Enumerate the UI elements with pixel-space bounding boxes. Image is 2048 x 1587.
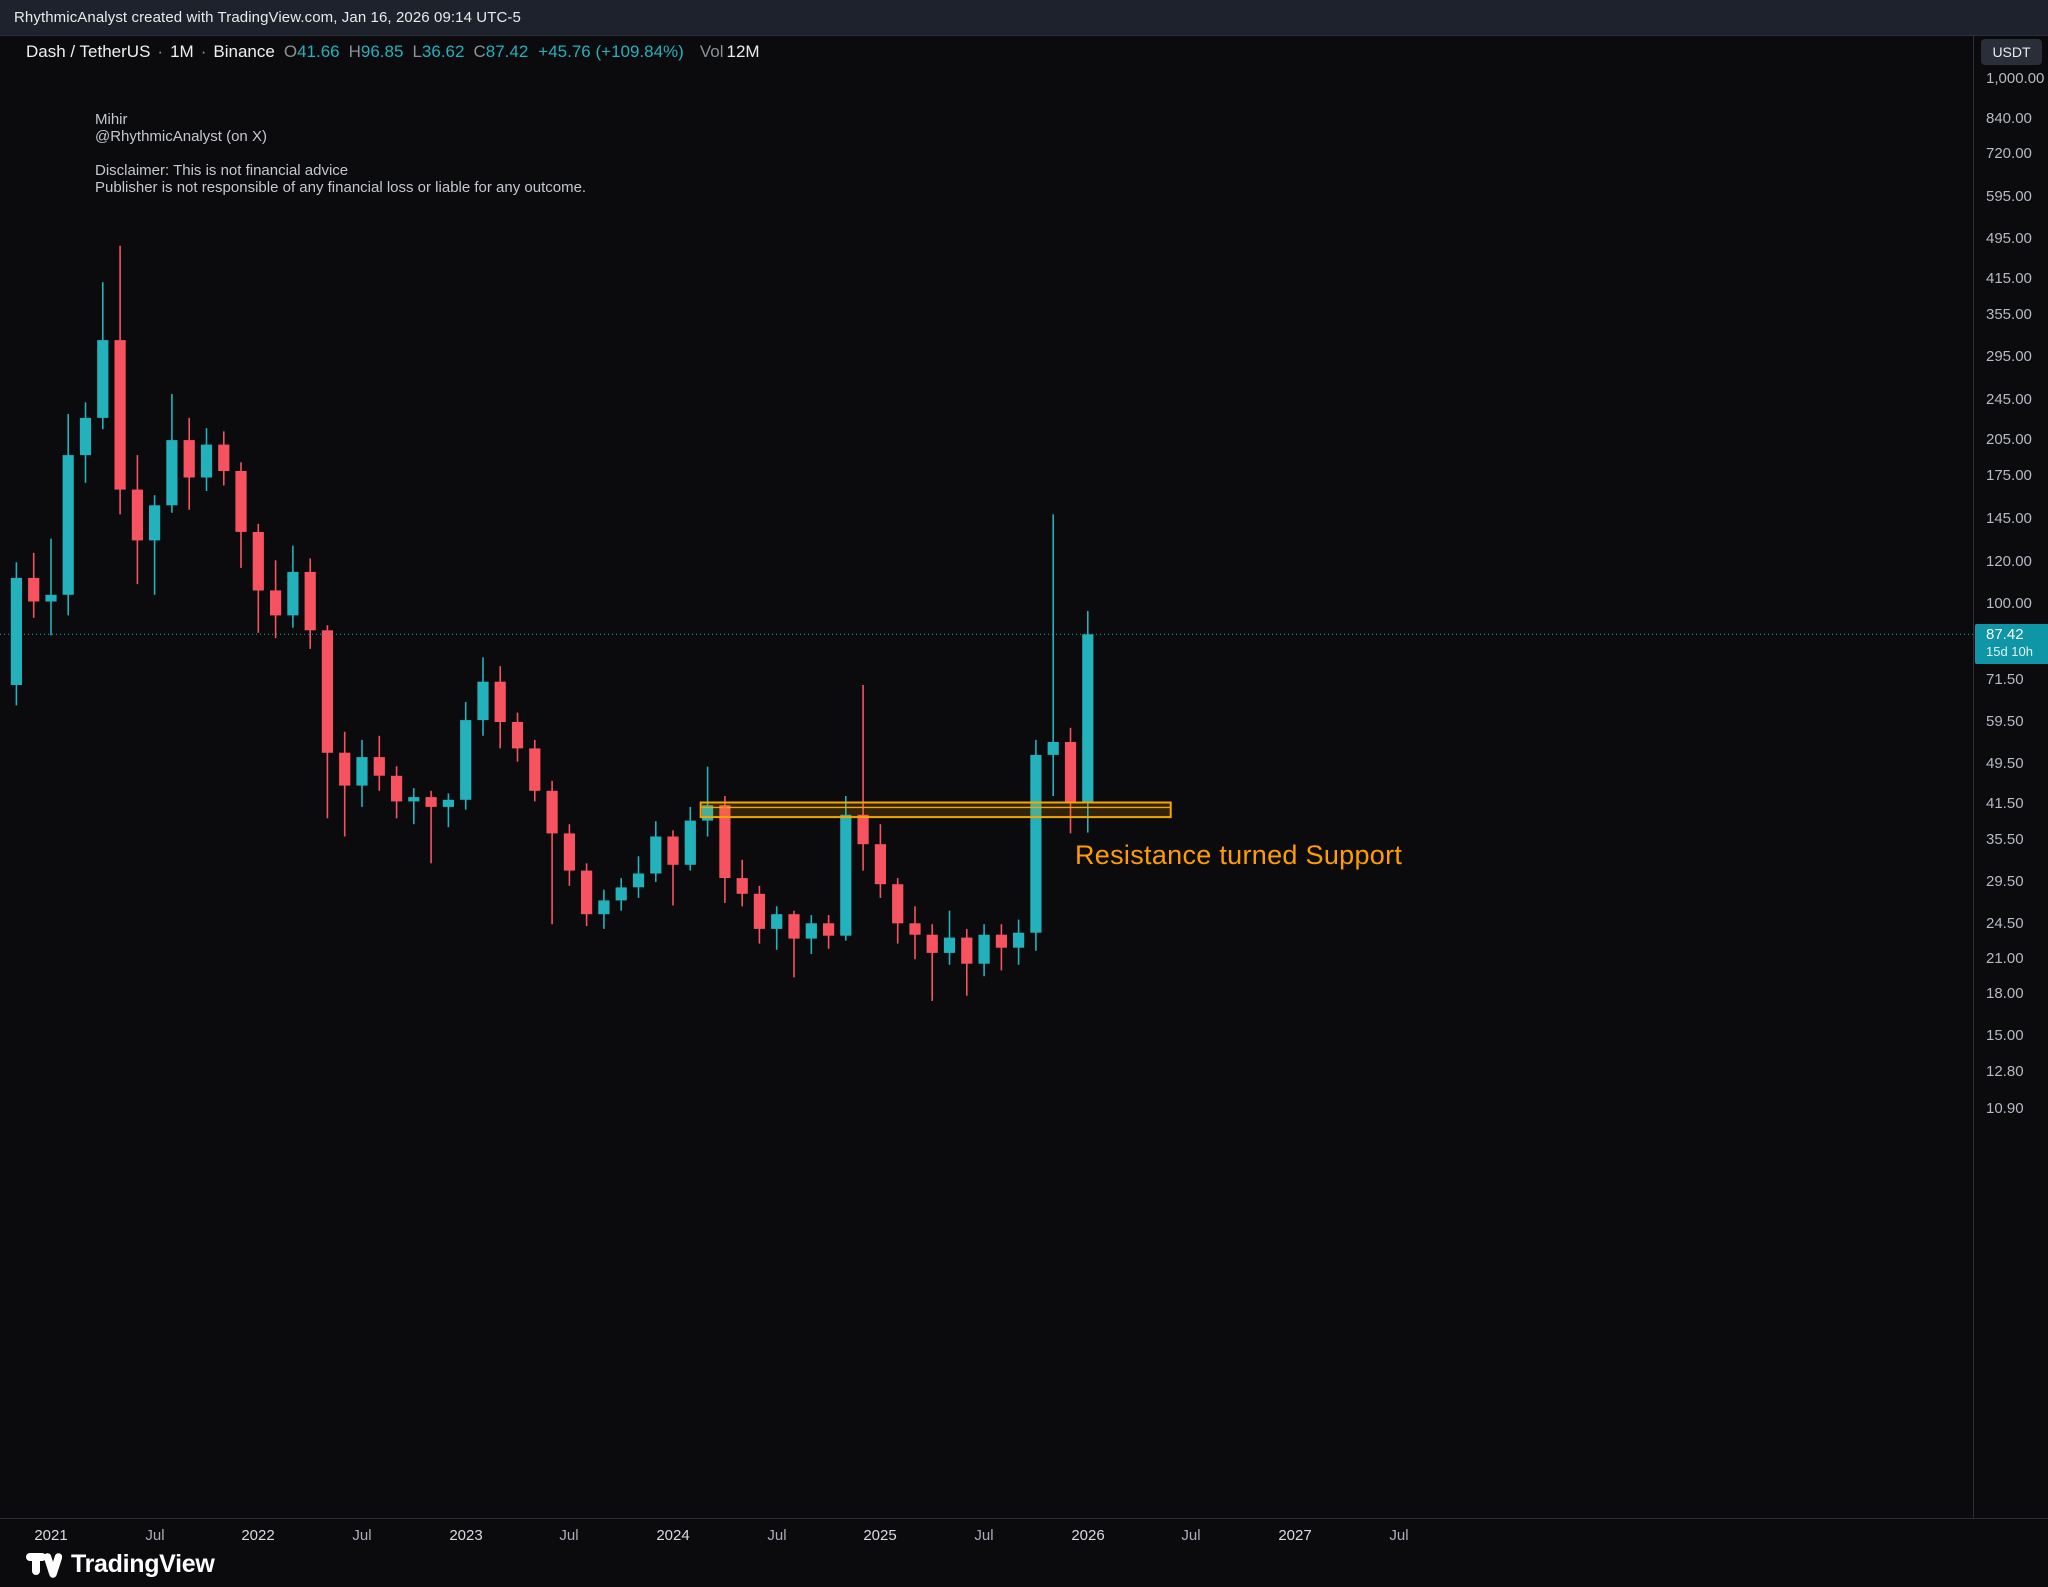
price-tick-label: 495.00 (1986, 230, 2032, 247)
support-rectangle-drawing[interactable] (699, 801, 1172, 819)
time-tick-label: 2021 (34, 1527, 68, 1544)
time-tick-label: Jul (145, 1527, 165, 1544)
disclaimer-line-1: Disclaimer: This is not financial advice (95, 162, 349, 179)
price-tick-label: 59.50 (1986, 713, 2024, 730)
price-tick-label: 29.50 (1986, 873, 2024, 890)
legend-separator: · (200, 42, 207, 61)
tradingview-attribution[interactable]: TradingView (26, 1549, 215, 1579)
ohlc-open: O41.66 (283, 42, 340, 61)
price-tick-label: 100.00 (1986, 595, 2032, 612)
exchange-label[interactable]: Binance (213, 42, 275, 61)
price-tick-label: 24.50 (1986, 915, 2024, 932)
time-tick-label: 2022 (241, 1527, 275, 1544)
time-tick-label: 2027 (1278, 1527, 1312, 1544)
price-tick-label: 355.00 (1986, 306, 2032, 323)
author-watermark: Mihir @RhythmicAnalyst (on X) Disclaimer… (95, 111, 586, 196)
change-value: +45.76 (+109.84%) (538, 42, 684, 61)
price-tick-label: 35.50 (1986, 831, 2024, 848)
brand-wordmark: TradingView (71, 1549, 215, 1578)
price-tick-label: 15.00 (1986, 1027, 2024, 1044)
price-tick-label: 71.50 (1986, 671, 2024, 688)
time-tick-label: 2026 (1071, 1527, 1105, 1544)
volume-label: Vol (699, 42, 724, 61)
price-tick-label: 415.00 (1986, 270, 2032, 287)
symbol-name[interactable]: Dash / TetherUS (26, 42, 151, 61)
top-caption-bar: RhythmicAnalyst created with TradingView… (0, 0, 2048, 36)
price-tick-label: 18.00 (1986, 985, 2024, 1002)
interval-label[interactable]: 1M (170, 42, 194, 61)
time-tick-label: Jul (974, 1527, 994, 1544)
price-tick-label: 295.00 (1986, 348, 2032, 365)
chart-pane[interactable]: Dash / TetherUS · 1M · Binance O41.66 H9… (0, 36, 1973, 1518)
price-tick-label: 175.00 (1986, 467, 2032, 484)
caption-text: RhythmicAnalyst created with TradingView… (14, 9, 521, 26)
price-axis[interactable]: USDT 87.42 15d 10h 1,000.00 840.00 720.00 5… (1973, 36, 2048, 1518)
resistance-support-annotation[interactable]: Resistance turned Support (1075, 840, 1403, 870)
price-tick-label: 1,000.00 (1986, 70, 2045, 87)
ohlc-close: C87.42 (473, 42, 529, 61)
author-handle: @RhythmicAnalyst (on X) (95, 128, 267, 145)
ohlc-high: H96.85 (348, 42, 404, 61)
currency-toggle-button[interactable]: USDT (1981, 39, 2042, 65)
last-price-value: 87.42 (1986, 626, 2024, 643)
time-tick-label: Jul (1389, 1527, 1409, 1544)
author-name: Mihir (95, 111, 128, 128)
price-tick-label: 595.00 (1986, 188, 2032, 205)
time-tick-label: Jul (767, 1527, 787, 1544)
price-tick-label: 12.80 (1986, 1063, 2024, 1080)
tradingview-logo-icon (26, 1553, 62, 1578)
price-tick-label: 720.00 (1986, 145, 2032, 162)
ohlc-low: L36.62 (412, 42, 465, 61)
last-price-tag: 87.42 15d 10h (1975, 624, 2048, 664)
time-tick-label: 2023 (449, 1527, 483, 1544)
time-tick-label: Jul (352, 1527, 372, 1544)
price-tick-label: 840.00 (1986, 110, 2032, 127)
time-tick-label: Jul (559, 1527, 579, 1544)
time-tick-label: 2025 (863, 1527, 897, 1544)
symbol-legend: Dash / TetherUS · 1M · Binance O41.66 H9… (26, 42, 760, 62)
price-tick-label: 205.00 (1986, 431, 2032, 448)
time-axis[interactable]: 2021 Jul 2022 Jul 2023 Jul 2024 Jul 2025 Jul 2026 J… (0, 1518, 2048, 1558)
time-tick-label: Jul (1181, 1527, 1201, 1544)
candles-series (10, 245, 1094, 1001)
price-tick-label: 145.00 (1986, 510, 2032, 527)
legend-separator: · (157, 42, 164, 61)
bar-countdown: 15d 10h (1986, 644, 2033, 659)
price-tick-label: 49.50 (1986, 755, 2024, 772)
disclaimer-line-2: Publisher is not responsible of any fina… (95, 179, 587, 196)
volume-value: 12M (726, 42, 760, 61)
price-tick-label: 10.90 (1986, 1100, 2024, 1117)
price-tick-label: 41.50 (1986, 795, 2024, 812)
price-tick-label: 245.00 (1986, 391, 2032, 408)
price-tick-label: 21.00 (1986, 950, 2024, 967)
time-tick-label: 2024 (656, 1527, 690, 1544)
price-tick-label: 120.00 (1986, 553, 2032, 570)
